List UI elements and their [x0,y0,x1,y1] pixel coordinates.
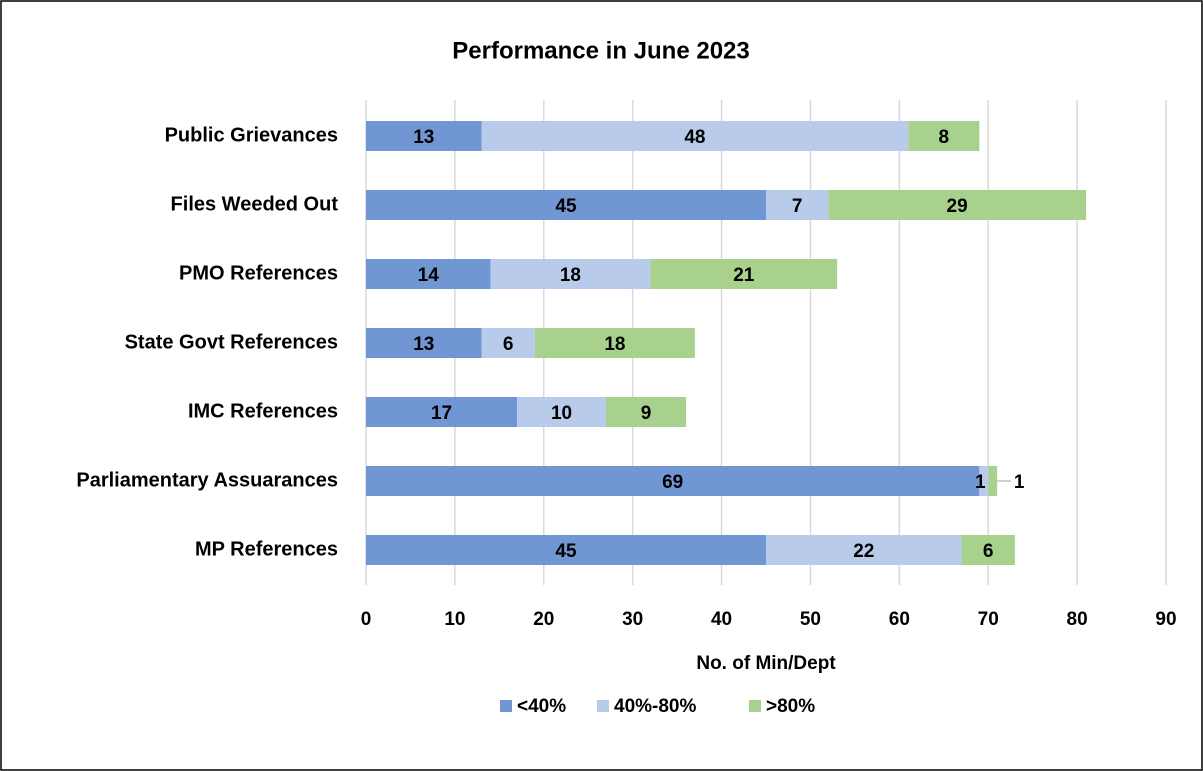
category-label: MP References [195,538,338,560]
bar-segment [366,190,766,220]
value-label: 14 [418,265,440,286]
bar-segment [366,328,482,358]
value-label: 6 [503,334,514,355]
value-label: 22 [853,541,874,562]
x-tick-label: 10 [444,609,465,630]
x-tick-label: 60 [889,609,910,630]
value-label: 1 [1014,472,1025,493]
value-label: 45 [555,196,577,217]
value-label: 48 [684,127,705,148]
value-label: 45 [555,541,577,562]
value-label: 9 [641,403,652,424]
value-label: 8 [938,127,949,148]
value-label: 18 [604,334,625,355]
category-label: Public Grievances [165,124,338,146]
legend-swatch [500,700,512,712]
bar-segment [517,397,606,427]
bar-segment [961,535,1015,565]
x-tick-label: 90 [1155,609,1176,630]
x-axis-title: No. of Min/Dept [696,653,836,674]
value-label: 10 [551,403,572,424]
x-tick-label: 30 [622,609,643,630]
x-tick-label: 0 [361,609,372,630]
category-label: Files Weeded Out [171,193,339,215]
bar-segment [766,190,829,220]
value-label: 6 [983,541,994,562]
bar-segment [366,397,518,427]
bar-segment [650,259,838,289]
bar-segment [366,466,980,496]
bar-segment [828,190,1086,220]
bar-segment [366,535,766,565]
legend-label: >80% [766,696,815,717]
bar-segment [366,259,491,289]
value-label: 29 [947,196,968,217]
value-label: 1 [975,472,986,493]
category-label: State Govt References [125,331,338,353]
legend-swatch [597,700,609,712]
category-label: IMC References [188,400,338,422]
legend-label: 40%-80% [614,696,696,717]
value-label: 18 [560,265,581,286]
chart-title: Performance in June 2023 [452,37,749,64]
bar-segment [988,466,998,496]
bar-segment [534,328,695,358]
bar-segment [366,121,482,151]
x-tick-label: 70 [978,609,999,630]
legend-label: <40% [517,696,566,717]
legend-swatch [749,700,761,712]
bar-segment [606,397,686,427]
x-tick-label: 50 [800,609,821,630]
bar-segment [490,259,651,289]
x-tick-label: 80 [1067,609,1088,630]
category-label: PMO References [179,262,338,284]
bar-segment [908,121,980,151]
value-label: 69 [662,472,683,493]
value-label: 13 [413,334,434,355]
value-label: 17 [431,403,452,424]
bar-segment [766,535,962,565]
value-label: 13 [413,127,434,148]
category-label: Parliamentary Assuarances [76,469,338,491]
bar-segment [979,466,989,496]
x-tick-label: 40 [711,609,732,630]
bar-segment [481,121,909,151]
x-tick-label: 20 [533,609,554,630]
value-label: 7 [792,196,803,217]
value-label: 21 [733,265,755,286]
bar-segment [481,328,535,358]
